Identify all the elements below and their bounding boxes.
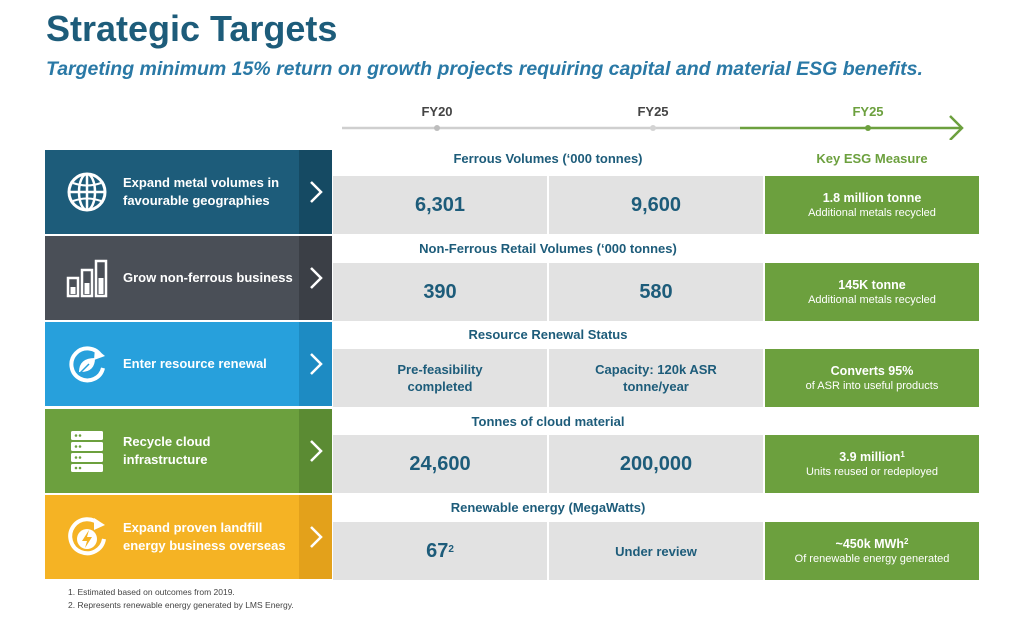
timeline-label-fy25: FY25 [637, 104, 669, 119]
target-row-cloud-infrastructure[interactable]: Recycle cloud infrastructure [45, 409, 332, 493]
footnote-1: 1. Estimated based on outcomes from 2019… [68, 587, 235, 597]
target-label: Recycle cloud infrastructure [123, 434, 211, 467]
section-header-ferrous: Ferrous Volumes (‘000 tonnes) [453, 151, 643, 166]
footnote-2: 2. Represents renewable energy generated… [68, 600, 294, 610]
esg-sub: Additional metals recycled [808, 294, 936, 306]
target-label: Expand metal volumes in favourable geogr… [123, 175, 280, 208]
timeline: FY20 FY25 FY25 [340, 100, 970, 140]
esg-main: 3.9 million1 [839, 450, 905, 464]
recycle-leaf-icon [65, 342, 109, 386]
footnotes: 1. Estimated based on outcomes from 2019… [68, 586, 294, 612]
section-header-renewable-energy: Renewable energy (MegaWatts) [450, 500, 646, 515]
cloud-material-fy20-value: 24,600 [333, 435, 547, 493]
esg-metals-box: 1.8 million tonne Additional metals recy… [765, 176, 979, 234]
target-row-resource-renewal[interactable]: Enter resource renewal [45, 322, 332, 406]
resource-renewal-fy25-status: Capacity: 120k ASR tonne/year [549, 349, 763, 407]
esg-main: ~450k MWh2 [835, 537, 909, 551]
chevron-right-icon[interactable] [299, 236, 332, 320]
page-title: Strategic Targets [46, 8, 338, 49]
non-ferrous-fy20-value: 390 [333, 263, 547, 321]
bar-chart-icon [65, 256, 109, 300]
esg-header: Key ESG Measure [816, 151, 928, 166]
timeline-label-fy20: FY20 [421, 104, 453, 119]
esg-main: 145K tonne [838, 278, 906, 292]
ferrous-fy25-value: 9,600 [549, 176, 763, 234]
ferrous-fy20-value: 6,301 [333, 176, 547, 234]
esg-cloud-box: 3.9 million1 Units reused or redeployed [765, 435, 979, 493]
chevron-right-icon[interactable] [299, 150, 332, 234]
renewable-energy-fy20-value: 67 2 [333, 522, 547, 580]
target-row-non-ferrous[interactable]: Grow non-ferrous business [45, 236, 332, 320]
timeline-label-fy25-esg: FY25 [852, 104, 884, 119]
globe-icon [65, 170, 109, 214]
target-label: Enter resource renewal [123, 356, 267, 371]
footnote-ref: 2 [903, 537, 909, 546]
server-icon [65, 429, 109, 473]
target-row-metal-volumes[interactable]: Expand metal volumes in favourable geogr… [45, 150, 332, 234]
page-subtitle: Targeting minimum 15% return on growth p… [46, 58, 923, 80]
section-header-non-ferrous: Non-Ferrous Retail Volumes (‘000 tonnes) [419, 241, 677, 256]
section-header-resource-renewal: Resource Renewal Status [468, 327, 628, 342]
non-ferrous-fy25-value: 580 [549, 263, 763, 321]
chevron-right-icon[interactable] [299, 495, 332, 579]
resource-renewal-fy20-status: Pre-feasibility completed [333, 349, 547, 407]
energy-cycle-icon [65, 515, 109, 559]
esg-non-ferrous-box: 145K tonne Additional metals recycled [765, 263, 979, 321]
esg-sub: Units reused or redeployed [805, 466, 939, 478]
target-label: Expand proven landfill energy business o… [123, 520, 286, 553]
chevron-right-icon[interactable] [299, 322, 332, 406]
target-label: Grow non-ferrous business [123, 270, 293, 285]
esg-sub: Of renewable energy generated [794, 553, 950, 565]
renewable-energy-fy25-status: Under review [549, 522, 763, 580]
esg-sub: of ASR into useful products [805, 380, 939, 392]
timeline-arrow [342, 115, 964, 140]
footnote-ref: 1 [900, 450, 905, 459]
esg-sub: Additional metals recycled [808, 207, 936, 219]
esg-main: 1.8 million tonne [822, 191, 922, 205]
footnote-ref: 2 [448, 543, 454, 555]
target-row-landfill-energy[interactable]: Expand proven landfill energy business o… [45, 495, 332, 579]
section-header-cloud-material: Tonnes of cloud material [471, 414, 625, 429]
cloud-material-fy25-value: 200,000 [549, 435, 763, 493]
chevron-right-icon[interactable] [299, 409, 332, 493]
esg-renewable-energy-box: ~450k MWh2 Of renewable energy generated [765, 522, 979, 580]
esg-main: Converts 95% [830, 364, 914, 378]
esg-resource-renewal-box: Converts 95% of ASR into useful products [765, 349, 979, 407]
